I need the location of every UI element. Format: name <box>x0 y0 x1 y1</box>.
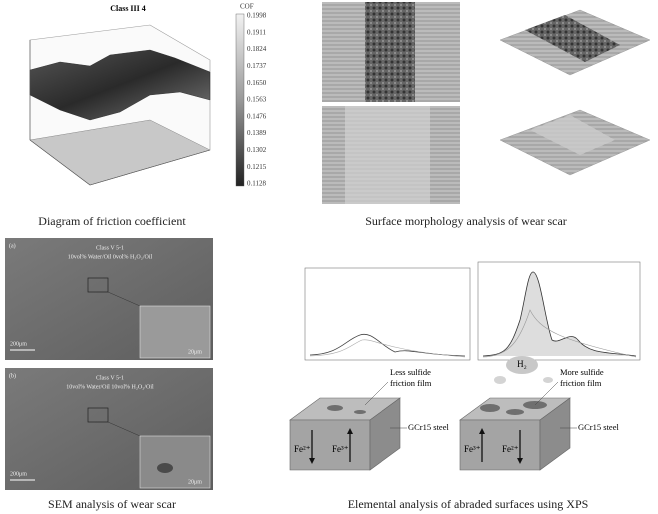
friction-plot: Class III 4 COF 0.1998 0.1911 0.1824 0.1737… <box>30 3 267 188</box>
sample-label: Class V 5-1 <box>96 375 124 381</box>
gas-label: H₂ <box>517 359 527 369</box>
colorbar-label: 0.1128 <box>247 180 266 188</box>
colorbar-label: 0.1302 <box>247 146 267 154</box>
colorbar-label: 0.1476 <box>247 112 267 120</box>
film-label: friction film <box>390 378 432 388</box>
gas-bubble <box>494 376 506 384</box>
morphology-images <box>322 2 650 204</box>
ion-label: Fe²⁺ <box>502 444 519 454</box>
film-patch <box>480 404 500 412</box>
wear-band <box>345 106 430 204</box>
caption: Diagram of friction coefficient <box>38 214 186 228</box>
film-patch <box>506 409 524 415</box>
film-label: More sulfide <box>560 367 604 377</box>
caption: Elemental analysis of abraded surfaces u… <box>348 497 589 511</box>
feature <box>157 463 173 473</box>
xps-plots <box>305 262 640 360</box>
colorbar-title: COF <box>240 3 254 11</box>
colorbar-label: 0.1563 <box>247 96 267 104</box>
ion-label: Fe²⁺ <box>294 444 311 454</box>
ion-label: Fe³⁺ <box>332 444 349 454</box>
steel-label: GCr15 steel <box>408 422 449 432</box>
ion-label: Fe³⁺ <box>464 444 481 454</box>
plot-frame <box>305 268 470 360</box>
scale-label: 20μm <box>188 479 202 485</box>
colorbar-label: 0.1737 <box>247 62 267 70</box>
colorbar <box>236 14 244 186</box>
figure: Class III 4 COF 0.1998 0.1911 0.1824 0.1737… <box>0 0 658 514</box>
colorbar-label: 0.1998 <box>247 12 267 20</box>
panel-label: (b) <box>9 372 16 379</box>
film-label: friction film <box>560 378 602 388</box>
scale-label: 200μm <box>10 471 27 477</box>
caption: SEM analysis of wear scar <box>48 497 176 511</box>
film-label: Less sulfide <box>390 367 431 377</box>
wear-band <box>365 2 415 102</box>
panel-label: (a) <box>9 242 16 249</box>
colorbar-label: 0.1650 <box>247 79 267 87</box>
sample-label: Class V 5-1 <box>96 245 124 251</box>
colorbar-label: 0.1911 <box>247 28 266 36</box>
film-patch <box>354 410 366 414</box>
steel-label: GCr15 steel <box>578 422 619 432</box>
film-patch <box>327 405 343 411</box>
colorbar-label: 0.1389 <box>247 129 267 137</box>
condition-label: 10vol% Water/Oil 0vol% H₂O₂/Oil <box>68 254 153 260</box>
scale-label: 200μm <box>10 341 27 347</box>
gas-bubble <box>543 377 553 383</box>
caption: Surface morphology analysis of wear scar <box>365 214 567 228</box>
condition-label: 10vol% Water/Oil 10vol% H₂O₂/Oil <box>66 384 154 390</box>
scale-label: 20μm <box>188 349 202 355</box>
colorbar-label: 0.1215 <box>247 163 267 171</box>
plot-title: Class III 4 <box>110 4 146 13</box>
colorbar-label: 0.1824 <box>247 45 267 53</box>
